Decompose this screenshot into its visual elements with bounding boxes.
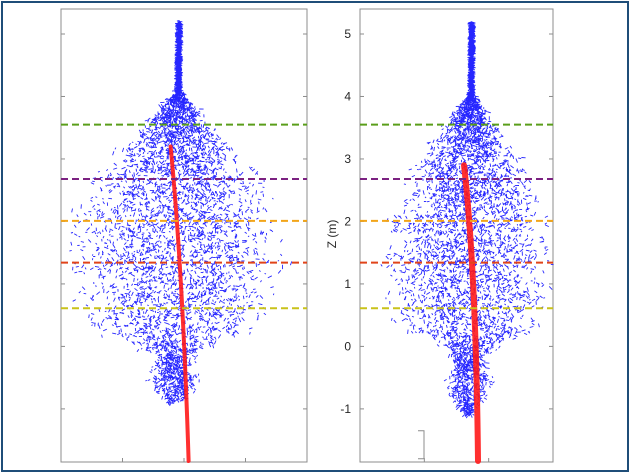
y-tick-label: 3 xyxy=(344,152,351,166)
canopy-point-cloud xyxy=(380,21,554,419)
y-tick-label: 5 xyxy=(344,27,351,41)
canopy-points xyxy=(69,20,293,407)
stem-point-cloud xyxy=(461,162,482,464)
left-tree-panel xyxy=(60,8,308,463)
y-tick-label: 0 xyxy=(344,339,351,353)
y-tick-label: 1 xyxy=(344,277,351,291)
right-tree-panel: 5 4 3 2 1 0 -1 Z (m) xyxy=(325,8,554,464)
canopy-point-cloud xyxy=(69,20,293,407)
scale-bracket xyxy=(418,430,425,460)
y-tick-label: -1 xyxy=(340,402,351,416)
y-tick-label: 4 xyxy=(344,89,351,103)
y-tick-label: 2 xyxy=(344,214,351,228)
axes-box xyxy=(359,8,554,463)
stem-point-cloud xyxy=(168,144,191,463)
stem-line xyxy=(168,144,191,463)
y-axis-label: Z (m) xyxy=(325,220,339,249)
stem-line xyxy=(461,162,482,464)
canopy-points xyxy=(380,21,554,419)
